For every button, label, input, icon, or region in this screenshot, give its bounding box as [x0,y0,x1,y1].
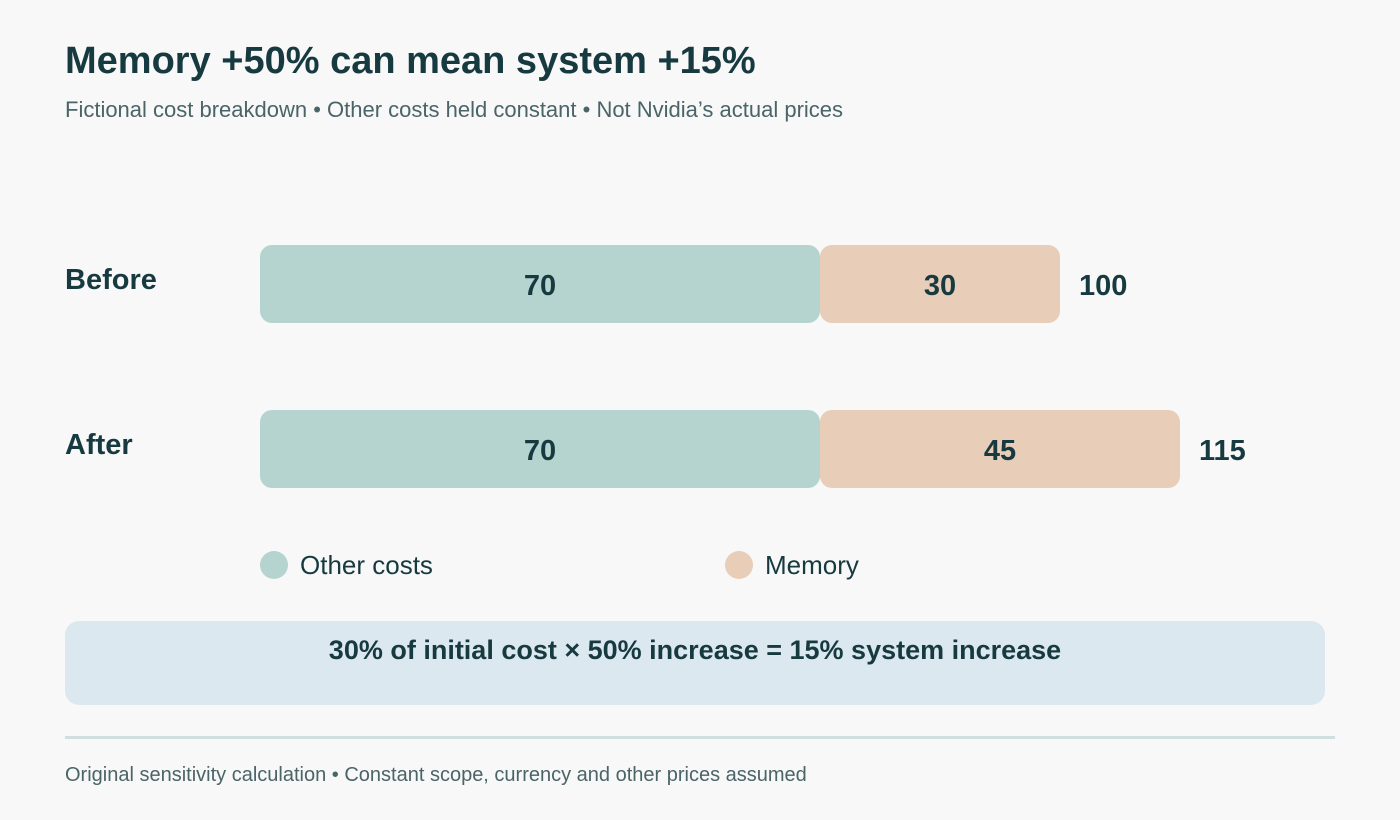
footer-note: Original sensitivity calculation • Const… [65,764,807,786]
bar-after-memory [820,410,1180,488]
total-label-after: 115 [1199,435,1246,467]
category-label-before: Before [65,264,157,296]
value-label-before-memory: 30 [924,270,956,302]
total-label-before: 100 [1079,270,1127,302]
bar-before-other-costs [260,245,820,323]
chart-title: Memory +50% can mean system +15% [65,40,756,82]
value-label-after-memory: 45 [984,435,1016,467]
legend-swatch-other-costs [260,551,288,579]
value-label-before-other-costs: 70 [524,270,556,302]
chart-legend: Other costs Memory [0,548,1400,584]
value-label-after-other-costs: 70 [524,435,556,467]
legend-item-memory: Memory [725,548,859,582]
formula-text: 30% of initial cost × 50% increase = 15%… [328,635,1062,665]
stacked-bar-chart: Before 70 30 100 After 70 45 115 [65,245,1246,488]
category-label-after: After [65,429,133,461]
legend-swatch-memory [725,551,753,579]
bar-after-other-costs [260,410,820,488]
legend-label-other-costs: Other costs [300,549,433,580]
legend-item-other-costs: Other costs [260,548,433,582]
chart-subtitle: Fictional cost breakdown • Other costs h… [65,97,844,122]
footer-divider [65,736,1335,739]
legend-label-memory: Memory [765,549,859,580]
formula-callout: 30% of initial cost × 50% increase = 15%… [65,621,1325,705]
bar-before-memory [820,245,1060,323]
